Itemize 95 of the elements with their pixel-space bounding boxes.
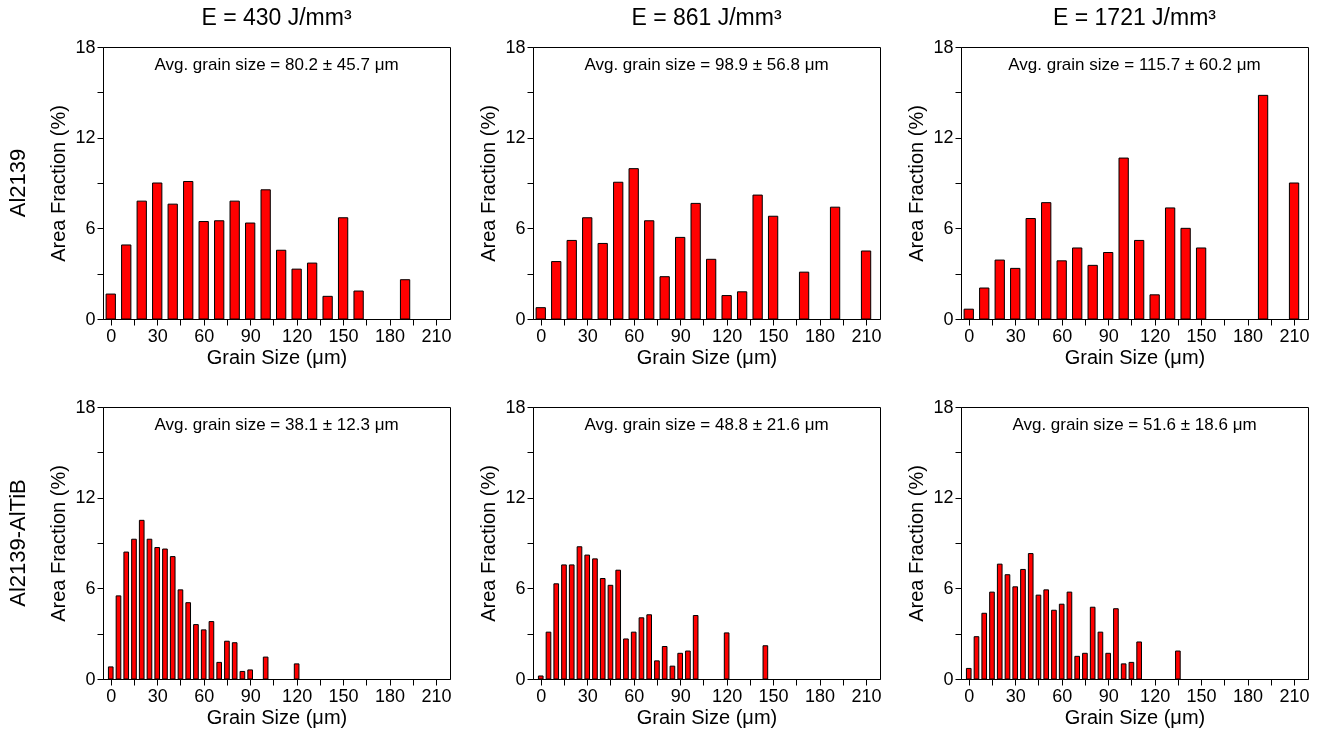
y-tick-label: 0	[943, 668, 954, 689]
x-tick-label: 210	[851, 685, 882, 706]
y-tick-label: 18	[75, 36, 96, 57]
x-tick-label: 120	[282, 685, 313, 706]
text: Al2139-AlTiB	[5, 479, 30, 607]
y-tick-label: 18	[505, 396, 526, 417]
x-tick-label: 0	[536, 325, 547, 346]
annotation: Avg. grain size = 98.9 ± 56.8 μm	[584, 55, 829, 74]
x-axis-title: Grain Size (μm)	[1064, 345, 1206, 368]
x-tick-label: 30	[147, 325, 168, 346]
y-tick-label: 18	[933, 36, 954, 57]
x-tick-label: 30	[1005, 685, 1026, 706]
x-tick-label: 0	[106, 685, 117, 706]
y-tick-label: 12	[933, 127, 954, 148]
y-tick-label: 6	[943, 217, 954, 238]
chart-title: E = 1721 J/mm³	[1053, 4, 1217, 30]
x-tick-label: 90	[670, 325, 691, 346]
x-tick-label: 90	[670, 685, 691, 706]
y-tick-label: 6	[85, 577, 96, 598]
x-tick-label: 210	[421, 685, 452, 706]
x-tick-label: 60	[194, 325, 215, 346]
x-tick-label: 210	[421, 325, 452, 346]
y-tick-label: 18	[505, 36, 526, 57]
x-tick-label: 0	[964, 325, 975, 346]
y-tick-label: 12	[505, 127, 526, 148]
x-tick-label: 180	[1233, 685, 1264, 706]
x-tick-label: 150	[1186, 685, 1217, 706]
y-tick-label: 6	[515, 577, 526, 598]
y-axis-title: Area Fraction (%)	[47, 465, 70, 622]
y-tick-label: 0	[943, 308, 954, 329]
x-tick-label: 120	[282, 325, 313, 346]
x-tick-label: 180	[805, 325, 836, 346]
x-axis-title: Grain Size (μm)	[1064, 705, 1206, 728]
x-tick-label: 210	[1279, 325, 1310, 346]
x-tick-label: 60	[624, 325, 645, 346]
x-tick-label: 0	[964, 685, 975, 706]
x-tick-label: 30	[577, 685, 598, 706]
x-tick-label: 210	[851, 325, 882, 346]
x-tick-label: 60	[624, 685, 645, 706]
x-tick-label: 120	[1140, 325, 1171, 346]
y-tick-label: 12	[933, 487, 954, 508]
y-tick-label: 12	[505, 487, 526, 508]
y-tick-label: 0	[85, 308, 96, 329]
y-tick-label: 6	[85, 217, 96, 238]
x-tick-label: 150	[758, 325, 789, 346]
annotation: Avg. grain size = 48.8 ± 21.6 μm	[584, 415, 829, 434]
x-tick-label: 210	[1279, 685, 1310, 706]
x-tick-label: 30	[1005, 325, 1026, 346]
x-axis-title: Grain Size (μm)	[206, 345, 348, 368]
y-tick-label: 12	[75, 127, 96, 148]
y-tick-label: 12	[75, 487, 96, 508]
y-axis-title: Area Fraction (%)	[905, 465, 928, 622]
chart-title: E = 861 J/mm³	[631, 4, 782, 30]
x-tick-label: 150	[1186, 325, 1217, 346]
x-tick-label: 60	[194, 685, 215, 706]
annotation: Avg. grain size = 115.7 ± 60.2 μm	[1008, 55, 1261, 74]
x-tick-label: 30	[577, 325, 598, 346]
x-tick-label: 150	[328, 685, 359, 706]
x-tick-label: 90	[1098, 685, 1119, 706]
x-tick-label: 180	[1233, 325, 1264, 346]
y-tick-label: 6	[515, 217, 526, 238]
x-tick-label: 0	[106, 325, 117, 346]
text: Al2139	[5, 148, 30, 218]
x-tick-label: 60	[1052, 325, 1073, 346]
x-tick-label: 150	[328, 325, 359, 346]
x-tick-label: 90	[240, 325, 261, 346]
y-axis-title: Area Fraction (%)	[477, 465, 500, 622]
x-axis-title: Grain Size (μm)	[206, 705, 348, 728]
x-tick-label: 60	[1052, 685, 1073, 706]
y-axis-title: Area Fraction (%)	[905, 105, 928, 262]
x-tick-label: 180	[375, 325, 406, 346]
y-tick-label: 6	[943, 577, 954, 598]
x-tick-label: 90	[1098, 325, 1119, 346]
x-tick-label: 120	[1140, 685, 1171, 706]
x-tick-label: 120	[712, 325, 743, 346]
chart-title: E = 430 J/mm³	[201, 4, 352, 30]
x-tick-label: 30	[147, 685, 168, 706]
y-tick-label: 0	[85, 668, 96, 689]
x-tick-label: 120	[712, 685, 743, 706]
x-axis-title: Grain Size (μm)	[636, 345, 778, 368]
y-tick-label: 0	[515, 308, 526, 329]
y-tick-label: 0	[515, 668, 526, 689]
x-tick-label: 150	[758, 685, 789, 706]
annotation: Avg. grain size = 38.1 ± 12.3 μm	[154, 415, 399, 434]
x-tick-label: 0	[536, 685, 547, 706]
annotation: Avg. grain size = 51.6 ± 18.6 μm	[1012, 415, 1257, 434]
x-tick-label: 180	[375, 685, 406, 706]
x-tick-label: 90	[240, 685, 261, 706]
x-tick-label: 180	[805, 685, 836, 706]
y-tick-label: 18	[75, 396, 96, 417]
annotation: Avg. grain size = 80.2 ± 45.7 μm	[154, 55, 399, 74]
x-axis-title: Grain Size (μm)	[636, 705, 778, 728]
y-tick-label: 18	[933, 396, 954, 417]
y-axis-title: Area Fraction (%)	[477, 105, 500, 262]
y-axis-title: Area Fraction (%)	[47, 105, 70, 262]
